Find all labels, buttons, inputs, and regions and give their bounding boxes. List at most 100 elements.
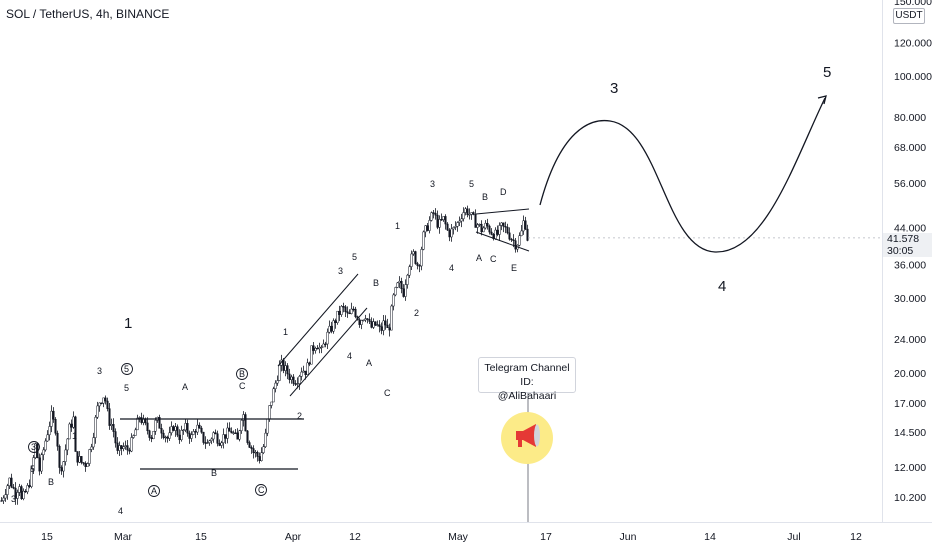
- candle-body: [210, 438, 213, 442]
- candle-body: [272, 388, 275, 403]
- last-price-tag[interactable]: 41.578: [883, 233, 932, 245]
- wave-label: B: [211, 468, 217, 478]
- candle-body: [158, 416, 161, 429]
- candle-body: [24, 490, 27, 493]
- circled-wave-marker: [148, 485, 160, 497]
- wave-label: A: [366, 358, 372, 368]
- candle-body: [358, 319, 361, 325]
- candle-body: [490, 231, 493, 235]
- telegram-callout-line2: @AliBahaari: [497, 390, 557, 402]
- time-tick-label: Apr: [285, 531, 302, 543]
- candle-body: [412, 251, 415, 255]
- candle-body: [16, 492, 19, 499]
- candle-body: [444, 216, 447, 225]
- candle-body: [38, 457, 41, 472]
- price-tick-label: 36.000: [894, 259, 926, 271]
- price-tick-label: 80.000: [894, 112, 926, 124]
- candle-body: [290, 376, 293, 380]
- wave-label: 2: [297, 411, 302, 421]
- candle-body: [220, 442, 223, 446]
- candle-body: [382, 320, 385, 331]
- price-scale[interactable]: 150.000 120.000 100.000 80.000 68.000 56.000 4…: [894, 0, 932, 504]
- candle-body: [134, 429, 137, 436]
- wave-label: 4: [449, 263, 454, 273]
- candle-body: [212, 432, 215, 440]
- time-tick-label: 12: [850, 531, 862, 543]
- wave-label: 5: [124, 383, 129, 393]
- candle-body: [12, 486, 15, 489]
- candle-body: [392, 294, 395, 307]
- wave-label: 5: [352, 252, 357, 262]
- candle-body: [164, 436, 167, 439]
- bar-countdown-tag: 30:05: [883, 245, 932, 257]
- time-scale[interactable]: 15 Mar 15 Apr 12 May 17 Jun 14 Jul 12: [41, 531, 862, 543]
- candles-group: [0, 205, 882, 505]
- candle-body: [22, 490, 25, 500]
- candle-body: [346, 311, 349, 314]
- candle-body: [276, 380, 279, 384]
- candle-body: [244, 414, 247, 432]
- candle-body: [154, 420, 157, 432]
- wave-label: 3: [11, 494, 16, 504]
- candle-body: [390, 305, 393, 331]
- candle-body: [104, 397, 107, 402]
- candle-body: [322, 343, 325, 348]
- time-tick-label: 15: [195, 531, 207, 543]
- candle-body: [454, 226, 457, 228]
- price-tick-label: 20.000: [894, 368, 926, 380]
- candle-body: [222, 434, 225, 444]
- triangle-lower-line[interactable]: [475, 231, 530, 252]
- candle-body: [320, 346, 323, 349]
- candle-body: [54, 419, 57, 434]
- candle-body: [14, 487, 17, 499]
- circled-wave-label: 3: [31, 442, 36, 452]
- candle-body: [338, 310, 341, 315]
- candle-body: [398, 280, 401, 284]
- candle-body: [496, 229, 499, 235]
- candle-body: [70, 423, 73, 428]
- candle-body: [62, 461, 65, 472]
- candle-body: [324, 343, 327, 345]
- price-tick-label: 24.000: [894, 334, 926, 346]
- candle-body: [504, 226, 507, 228]
- candle-body: [520, 230, 523, 236]
- candle-body: [294, 383, 297, 385]
- candle-body: [92, 437, 95, 448]
- wave-label-big-1: 1: [124, 315, 132, 332]
- wave-label: 5: [30, 464, 35, 474]
- candle-body: [190, 434, 193, 439]
- candle-body: [340, 306, 343, 315]
- candle-body: [292, 376, 295, 384]
- candle-body: [58, 445, 61, 468]
- channel-upper-line[interactable]: [277, 273, 359, 367]
- projection-curve[interactable]: [539, 97, 826, 253]
- candle-body: [486, 222, 489, 227]
- candle-body: [518, 235, 521, 246]
- candle-body: [474, 214, 477, 228]
- candle-body: [462, 212, 465, 220]
- candle-body: [216, 433, 219, 444]
- candle-body: [370, 321, 373, 328]
- candle-body: [374, 321, 377, 326]
- candle-body: [278, 365, 281, 381]
- candle-body: [298, 376, 301, 384]
- candle-body: [498, 225, 501, 235]
- candle-body: [330, 325, 333, 332]
- candle-body: [500, 222, 503, 226]
- candle-body: [194, 431, 197, 433]
- wave-label-big-3: 3: [610, 80, 618, 97]
- candle-body: [434, 212, 437, 216]
- candle-body: [122, 446, 125, 449]
- candle-body: [254, 452, 257, 454]
- currency-label[interactable]: USDT: [893, 8, 925, 24]
- time-tick-label: 14: [704, 531, 716, 543]
- candle-body: [524, 220, 527, 230]
- candle-body: [88, 449, 91, 464]
- candle-body: [76, 451, 79, 463]
- triangle-upper-line[interactable]: [475, 208, 530, 215]
- candle-body: [508, 232, 511, 240]
- megaphone-badge[interactable]: [501, 412, 553, 464]
- candle-body: [150, 437, 153, 440]
- channel-lower-line[interactable]: [289, 307, 368, 397]
